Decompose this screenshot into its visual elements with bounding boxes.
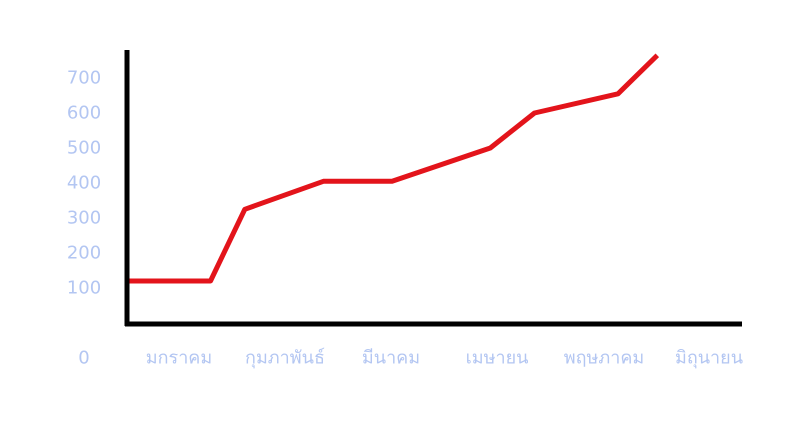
x-tick-label: เมษายน (466, 348, 529, 369)
y-tick-label: 600 (67, 103, 101, 124)
y-tick-label: 200 (67, 243, 101, 264)
x-axis-tick-labels: มกราคม กุมภาพันธ์ มีนาคม เมษายน พฤษภาคม มิถุน… (146, 348, 743, 369)
x-tick-label: มกราคม (146, 348, 212, 369)
x-tick-label: พฤษภาคม (564, 348, 645, 369)
y-tick-label: 400 (67, 173, 101, 194)
x-tick-label: มีนาคม (362, 348, 420, 369)
x-tick-label: มิถุนายน (675, 348, 743, 369)
y-tick-label: 500 (67, 138, 101, 159)
y-tick-label: 300 (67, 208, 101, 229)
y-tick-label: 100 (67, 278, 101, 299)
x-tick-label: กุมภาพันธ์ (245, 348, 325, 369)
series-line (127, 53, 660, 284)
y-tick-label: 700 (67, 68, 101, 89)
y-axis-tick-labels: 0 100 200 300 400 500 600 700 (67, 68, 101, 369)
y-tick-label: 0 (78, 348, 89, 369)
